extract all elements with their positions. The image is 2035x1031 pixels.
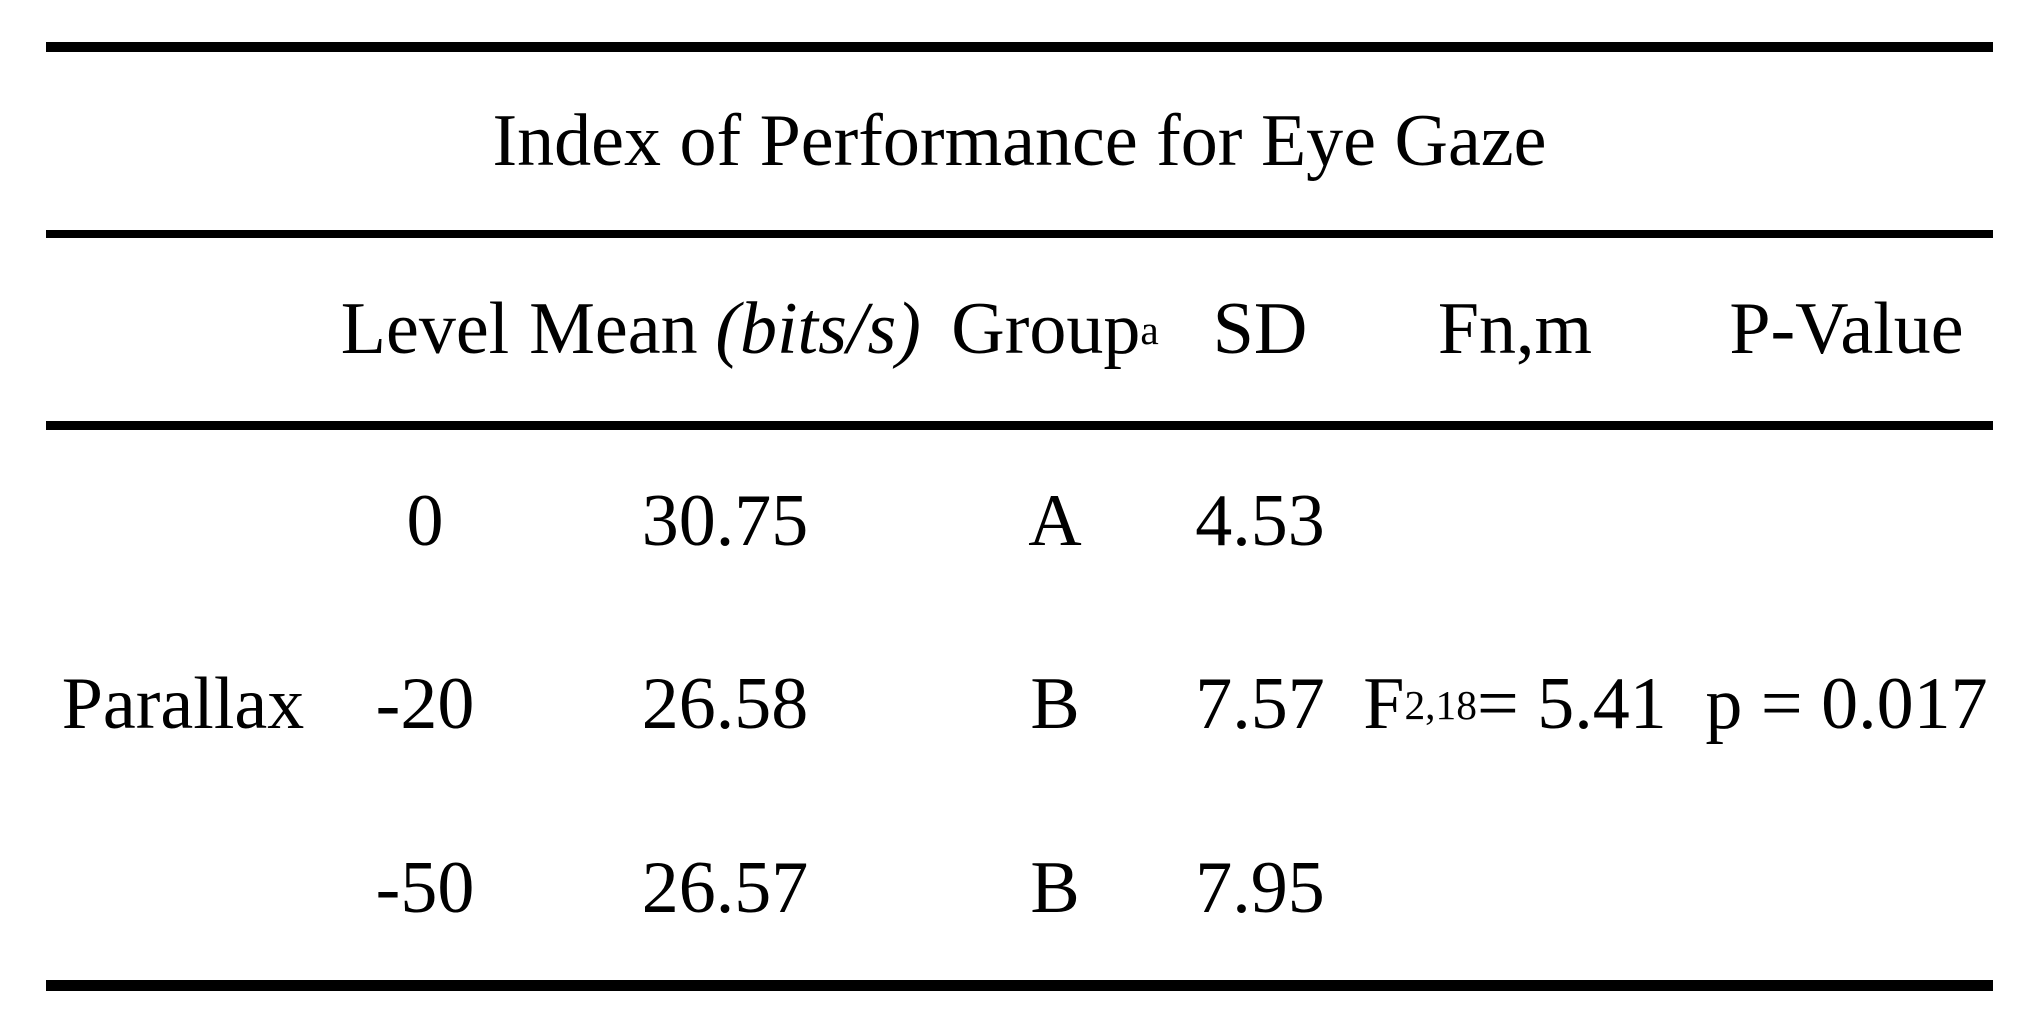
cell-p-value <box>1700 797 1993 980</box>
cell-group: B <box>1030 846 1080 929</box>
cell-row-label: Parallax <box>61 663 305 746</box>
header-mean-unit: (bits/s) <box>715 288 921 370</box>
table-title: Index of Performance for Eye Gaze <box>492 99 1547 182</box>
table-rule-top <box>46 42 1993 52</box>
table-rule-below-header <box>46 421 1993 430</box>
cell-sd: 7.95 <box>1195 846 1325 929</box>
table-rule-below-title <box>46 230 1993 238</box>
cell-mean: 30.75 <box>641 480 809 563</box>
header-sd: SD <box>1212 288 1308 370</box>
header-group: Group a <box>951 288 1159 370</box>
table-body: 0 30.75 A 4.53 Parallax -20 26.58 B 7.57… <box>46 430 1993 980</box>
header-p-value: P-Value <box>1729 288 1964 370</box>
cell-p-value: p = 0.017 <box>1705 663 1988 746</box>
header-row-label <box>46 238 320 421</box>
header-mean: Mean (bits/s) <box>529 288 921 370</box>
cell-row-label <box>46 430 320 613</box>
cell-f-statistic: F 2,18 = 5.41 <box>1363 663 1667 746</box>
header-f-statistic: Fn,m <box>1437 288 1593 370</box>
table-title-band: Index of Performance for Eye Gaze <box>46 52 1993 230</box>
table-row: -50 26.57 B 7.95 <box>46 797 1993 980</box>
cell-p-value <box>1700 430 1993 613</box>
cell-f-statistic <box>1330 430 1700 613</box>
cell-group: A <box>1028 480 1082 563</box>
cell-level: -20 <box>375 663 475 746</box>
table-row: Parallax -20 26.58 B 7.57 F 2,18 = 5.41 p… <box>46 613 1993 796</box>
cell-mean: 26.57 <box>641 846 809 929</box>
cell-level: -50 <box>375 846 475 929</box>
cell-f-statistic <box>1330 797 1700 980</box>
header-level: Level <box>340 288 510 370</box>
cell-level: 0 <box>406 480 444 563</box>
table-row: 0 30.75 A 4.53 <box>46 430 1993 613</box>
cell-group: B <box>1030 663 1080 746</box>
cell-mean: 26.58 <box>641 663 809 746</box>
cell-sd: 7.57 <box>1195 663 1325 746</box>
table-header-row: Level Mean (bits/s) Group a SD Fn,m P-Valu… <box>46 238 1993 421</box>
table-rule-bottom <box>46 980 1993 991</box>
cell-row-label <box>46 797 320 980</box>
cell-sd: 4.53 <box>1195 480 1325 563</box>
